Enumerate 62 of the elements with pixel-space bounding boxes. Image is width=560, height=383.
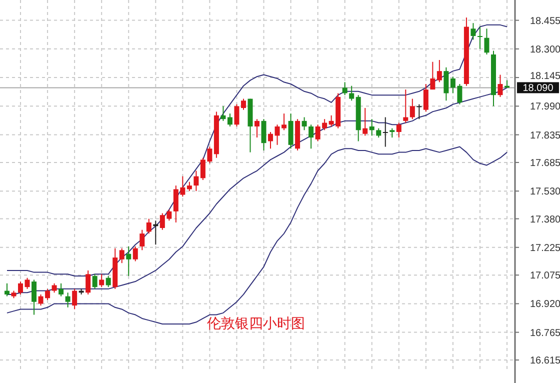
candlestick: [58, 282, 64, 297]
candlestick: [140, 229, 145, 251]
y-tick-label: 17.530: [530, 186, 560, 198]
candlestick: [382, 116, 388, 148]
candlestick: [99, 274, 104, 288]
candlestick: [132, 246, 138, 262]
candlestick: [234, 104, 240, 127]
ref-line-label: 18.090: [522, 83, 554, 94]
candlestick: [126, 246, 132, 276]
candlestick: [119, 248, 124, 264]
candlestick: [430, 61, 436, 90]
candlestick: [362, 108, 368, 136]
y-tick-label: 18.300: [530, 44, 560, 56]
candlestick: [470, 22, 476, 40]
candlestick: [261, 118, 266, 151]
candlestick: [436, 60, 442, 83]
candlestick: [86, 270, 91, 295]
candlestick: [268, 132, 274, 150]
candlestick: [444, 66, 449, 102]
candlestick: [484, 28, 490, 55]
y-tick-label: 17.075: [530, 270, 560, 282]
candlestick: [220, 106, 226, 122]
candlestick: [186, 181, 192, 192]
y-tick-label: 17.835: [530, 130, 560, 142]
candlestick: [308, 124, 314, 150]
candlestick: [302, 116, 307, 131]
y-tick-label: 16.765: [530, 328, 560, 339]
candlestick: [410, 98, 415, 120]
candlestick: [396, 122, 402, 138]
candlestick: [403, 89, 408, 124]
y-tick-label: 17.225: [530, 242, 560, 254]
candlestick: [227, 113, 232, 127]
candlestick: [92, 274, 98, 290]
candlestick: [416, 104, 422, 120]
y-tick-label: 16.920: [530, 299, 560, 310]
y-tick-label: 18.455: [530, 16, 560, 27]
candlestick: [32, 279, 37, 316]
candlestick: [72, 288, 78, 310]
candlestick: [194, 170, 199, 192]
candlestick: [423, 84, 428, 112]
y-tick-label: 16.615: [530, 356, 560, 366]
candlestick: [369, 118, 374, 136]
candlestick: [342, 82, 348, 96]
y-tick-label: 18.145: [530, 71, 560, 82]
y-tick-label: 17.685: [530, 158, 560, 169]
candlestick: [376, 128, 382, 138]
candlestick: [106, 276, 111, 288]
candlestick: [477, 26, 482, 50]
y-tick-label: 17.380: [530, 214, 560, 226]
candlestick: [349, 85, 354, 102]
candlestick: [146, 218, 152, 234]
candlestick: [24, 277, 30, 290]
candlestick: [390, 128, 395, 138]
y-tick-label: 17.990: [530, 102, 560, 113]
candlestick: [65, 292, 70, 308]
candlestick: [52, 282, 57, 294]
candlestick: [498, 74, 503, 98]
candlestick: [4, 282, 10, 297]
candlestick: [18, 281, 24, 295]
candlestick: [240, 98, 246, 110]
text: 伦敦银四小时图: [207, 316, 305, 332]
candlestick: [254, 118, 260, 138]
